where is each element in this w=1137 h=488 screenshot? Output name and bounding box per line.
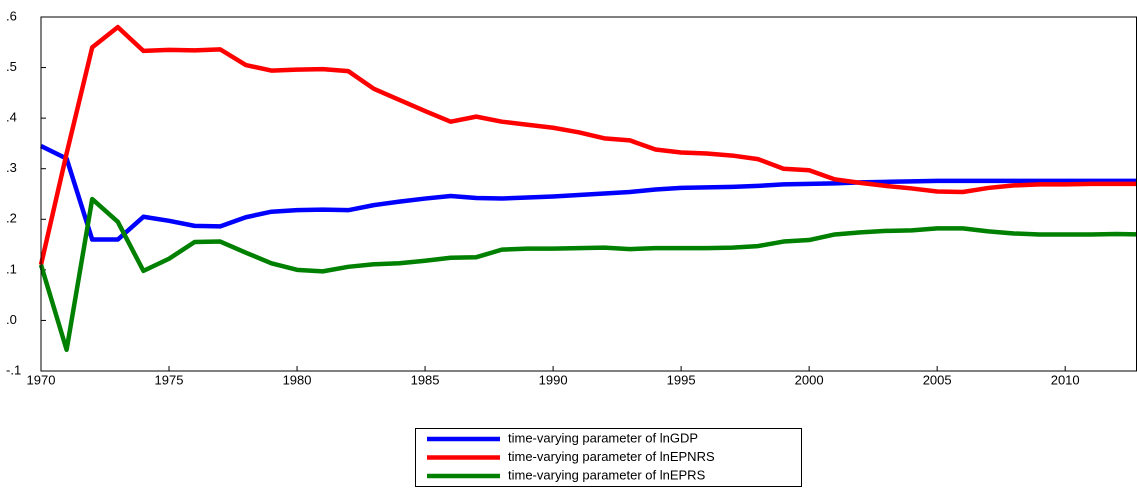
series-line	[40, 143, 1137, 242]
y-tick-label: .2	[6, 211, 17, 226]
y-tick-label: .4	[6, 110, 17, 125]
y-tick-label: .6	[6, 8, 17, 23]
x-tick-label: 1975	[155, 372, 184, 387]
y-tick-label: .0	[6, 312, 17, 327]
x-tick-label: 2005	[923, 372, 952, 387]
y-tick-label: .1	[6, 261, 17, 276]
y-tick-label: .5	[6, 59, 17, 74]
series-line	[38, 196, 1137, 353]
x-tick-label: 1985	[411, 372, 440, 387]
x-tick-label: 1970	[27, 372, 56, 387]
x-tick-label: 1980	[283, 372, 312, 387]
series-line	[38, 24, 1137, 266]
y-tick-label: -.1	[6, 362, 21, 377]
legend-label: time-varying parameter of lnEPNRS	[508, 449, 715, 464]
x-tick-label: 1990	[539, 372, 568, 387]
legend-label: time-varying parameter of lnEPRS	[508, 467, 706, 482]
legend-label: time-varying parameter of lnGDP	[508, 430, 698, 445]
x-tick-label: 2000	[795, 372, 824, 387]
x-tick-label: 1995	[667, 372, 696, 387]
y-tick-label: .3	[6, 160, 17, 175]
x-tick-label: 2010	[1051, 372, 1080, 387]
